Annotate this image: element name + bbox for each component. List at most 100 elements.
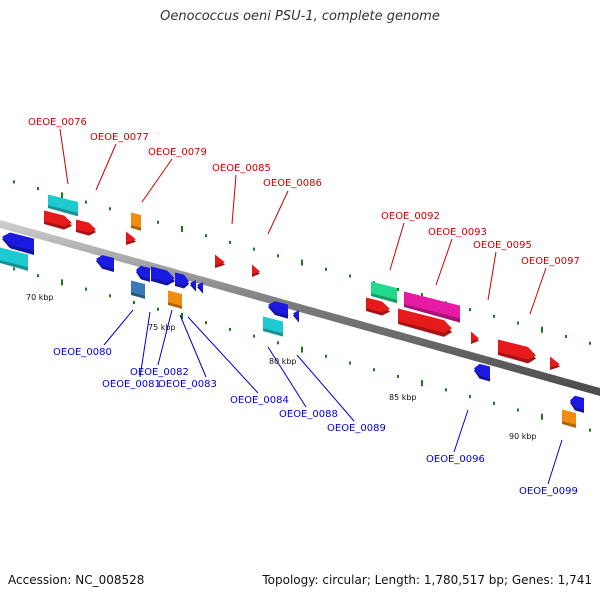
- ruler-ticks: [13, 180, 591, 432]
- gene-label-oeoe-0097[interactable]: OEOE_0097: [521, 256, 580, 267]
- leader-0086: [267, 190, 289, 235]
- scale-label-70: 70 kbp: [26, 293, 54, 302]
- gene-oeoe-0076-body: [48, 194, 78, 213]
- leader-0093: [435, 238, 453, 286]
- gene-blue-f-body: [190, 280, 196, 290]
- leader-0096: [453, 409, 469, 453]
- scale-labels: 70 kbp 75 kbp 80 kbp 85 kbp 90 kbp: [26, 293, 537, 441]
- gene-blue-a[interactable]: [2, 232, 34, 255]
- leader-0079: [141, 158, 173, 203]
- gene-oeoe-0085-body: [215, 254, 225, 266]
- gene-oeoe-0082[interactable]: [168, 290, 182, 309]
- gene-oeoe-0089-body: [293, 310, 299, 320]
- gene-red-a[interactable]: [44, 210, 72, 230]
- scale-label-75: 75 kbp: [148, 323, 176, 332]
- gene-oeoe-0095[interactable]: [471, 331, 479, 345]
- gene-blue-c[interactable]: [136, 265, 150, 282]
- gene-label-oeoe-0093[interactable]: OEOE_0093: [428, 227, 487, 238]
- gene-blue-i-body: [570, 395, 584, 410]
- leader-0077: [95, 143, 117, 191]
- gene-label-oeoe-0088[interactable]: OEOE_0088: [279, 409, 338, 420]
- gene-red-e[interactable]: [550, 356, 560, 371]
- gene-red-d-body: [398, 308, 452, 333]
- gene-oeoe-0088-body: [263, 316, 283, 334]
- gene-blue-d-body: [151, 266, 175, 283]
- gene-label-oeoe-0080[interactable]: OEOE_0080: [53, 347, 112, 358]
- scale-label-80: 80 kbp: [269, 357, 297, 366]
- gene-label-oeoe-0099[interactable]: OEOE_0099: [519, 486, 578, 497]
- gene-label-oeoe-0089[interactable]: OEOE_0089: [327, 423, 386, 434]
- gene-labels: OEOE_0076 OEOE_0077 OEOE_0079 OEOE_0085 …: [28, 117, 580, 497]
- gene-oeoe-0097-body: [498, 339, 536, 360]
- gene-oeoe-0076[interactable]: [48, 194, 78, 217]
- gene-label-oeoe-0081[interactable]: OEOE_0081: [102, 379, 161, 390]
- gene-oeoe-0089[interactable]: [293, 310, 299, 323]
- gene-red-b-body: [126, 231, 136, 243]
- gene-label-oeoe-0077[interactable]: OEOE_0077: [90, 132, 149, 143]
- leader-0099: [547, 439, 563, 485]
- gene-blue-e[interactable]: [175, 272, 189, 289]
- topology-text: Topology: circular; Length: 1,780,517 bp…: [262, 573, 592, 587]
- gene-label-oeoe-0083[interactable]: OEOE_0083: [158, 379, 217, 390]
- gene-oeoe-0079[interactable]: [131, 212, 141, 231]
- gene-blue-i[interactable]: [570, 395, 584, 413]
- leader-0085: [231, 174, 237, 225]
- gene-red-c[interactable]: [366, 297, 390, 316]
- gene-oeoe-0082-body: [168, 290, 182, 306]
- gene-oeoe-0085[interactable]: [215, 254, 225, 269]
- gene-label-oeoe-0076[interactable]: OEOE_0076: [28, 117, 87, 128]
- leader-0089: [296, 354, 355, 422]
- map-title: Oenococcus oeni PSU-1, complete genome: [160, 9, 440, 24]
- gene-cyan-b[interactable]: [0, 247, 28, 271]
- scale-label-90: 90 kbp: [509, 432, 537, 441]
- gene-oeoe-0092[interactable]: [371, 281, 397, 304]
- gene-oeoe-0097[interactable]: [498, 339, 536, 364]
- gene-label-oeoe-0085[interactable]: OEOE_0085: [212, 163, 271, 174]
- gene-oeoe-0086[interactable]: [252, 264, 260, 278]
- genome-backbone: [0, 220, 600, 396]
- gene-blue-b-body: [96, 255, 114, 269]
- gene-blue-f[interactable]: [190, 280, 196, 292]
- gene-label-oeoe-0096[interactable]: OEOE_0096: [426, 454, 485, 465]
- gene-blue-c-body: [136, 265, 150, 279]
- leader-0084: [187, 316, 259, 394]
- gene-blue-g-body: [197, 282, 203, 292]
- gene-red-e-body: [550, 356, 560, 368]
- gene-red-d[interactable]: [398, 308, 452, 337]
- gene-oeoe-0099[interactable]: [562, 409, 576, 428]
- gene-label-oeoe-0082[interactable]: OEOE_0082: [130, 367, 189, 378]
- leader-0083: [179, 314, 207, 378]
- gene-features[interactable]: [0, 194, 584, 428]
- gene-red-b[interactable]: [126, 231, 136, 246]
- gene-oeoe-0077[interactable]: [76, 219, 96, 236]
- gene-oeoe-0099-body: [562, 409, 576, 425]
- leader-0082: [157, 309, 173, 366]
- gene-blue-b[interactable]: [96, 255, 114, 273]
- accession-text: Accession: NC_008528: [8, 573, 145, 587]
- leader-0092: [389, 222, 405, 271]
- leader-0080: [103, 309, 134, 346]
- gene-blue-h[interactable]: [268, 301, 288, 319]
- gene-label-oeoe-0084[interactable]: OEOE_0084: [230, 395, 289, 406]
- label-leaders: [59, 128, 563, 485]
- gene-oeoe-0096-body: [474, 363, 490, 379]
- gene-oeoe-0079-body: [131, 212, 141, 228]
- gene-oeoe-0077-body: [76, 219, 96, 233]
- gene-blue-d[interactable]: [151, 266, 175, 286]
- gene-oeoe-0086-body: [252, 264, 260, 275]
- gene-blue-g[interactable]: [197, 282, 203, 294]
- gene-oeoe-0093[interactable]: [404, 291, 460, 323]
- gene-blue-h-body: [268, 301, 288, 316]
- gene-label-oeoe-0086[interactable]: OEOE_0086: [263, 178, 322, 189]
- gene-label-oeoe-0079[interactable]: OEOE_0079: [148, 147, 207, 158]
- gene-label-oeoe-0092[interactable]: OEOE_0092: [381, 211, 440, 222]
- gene-oeoe-0096[interactable]: [474, 363, 490, 382]
- gene-oeoe-0080[interactable]: [131, 280, 145, 299]
- gene-blue-e-body: [175, 272, 189, 286]
- gene-blue-a-body: [2, 232, 34, 252]
- leader-0076: [59, 128, 69, 185]
- gene-label-oeoe-0095[interactable]: OEOE_0095: [473, 240, 532, 251]
- gene-oeoe-0088[interactable]: [263, 316, 283, 337]
- gene-oeoe-0092-body: [371, 281, 397, 300]
